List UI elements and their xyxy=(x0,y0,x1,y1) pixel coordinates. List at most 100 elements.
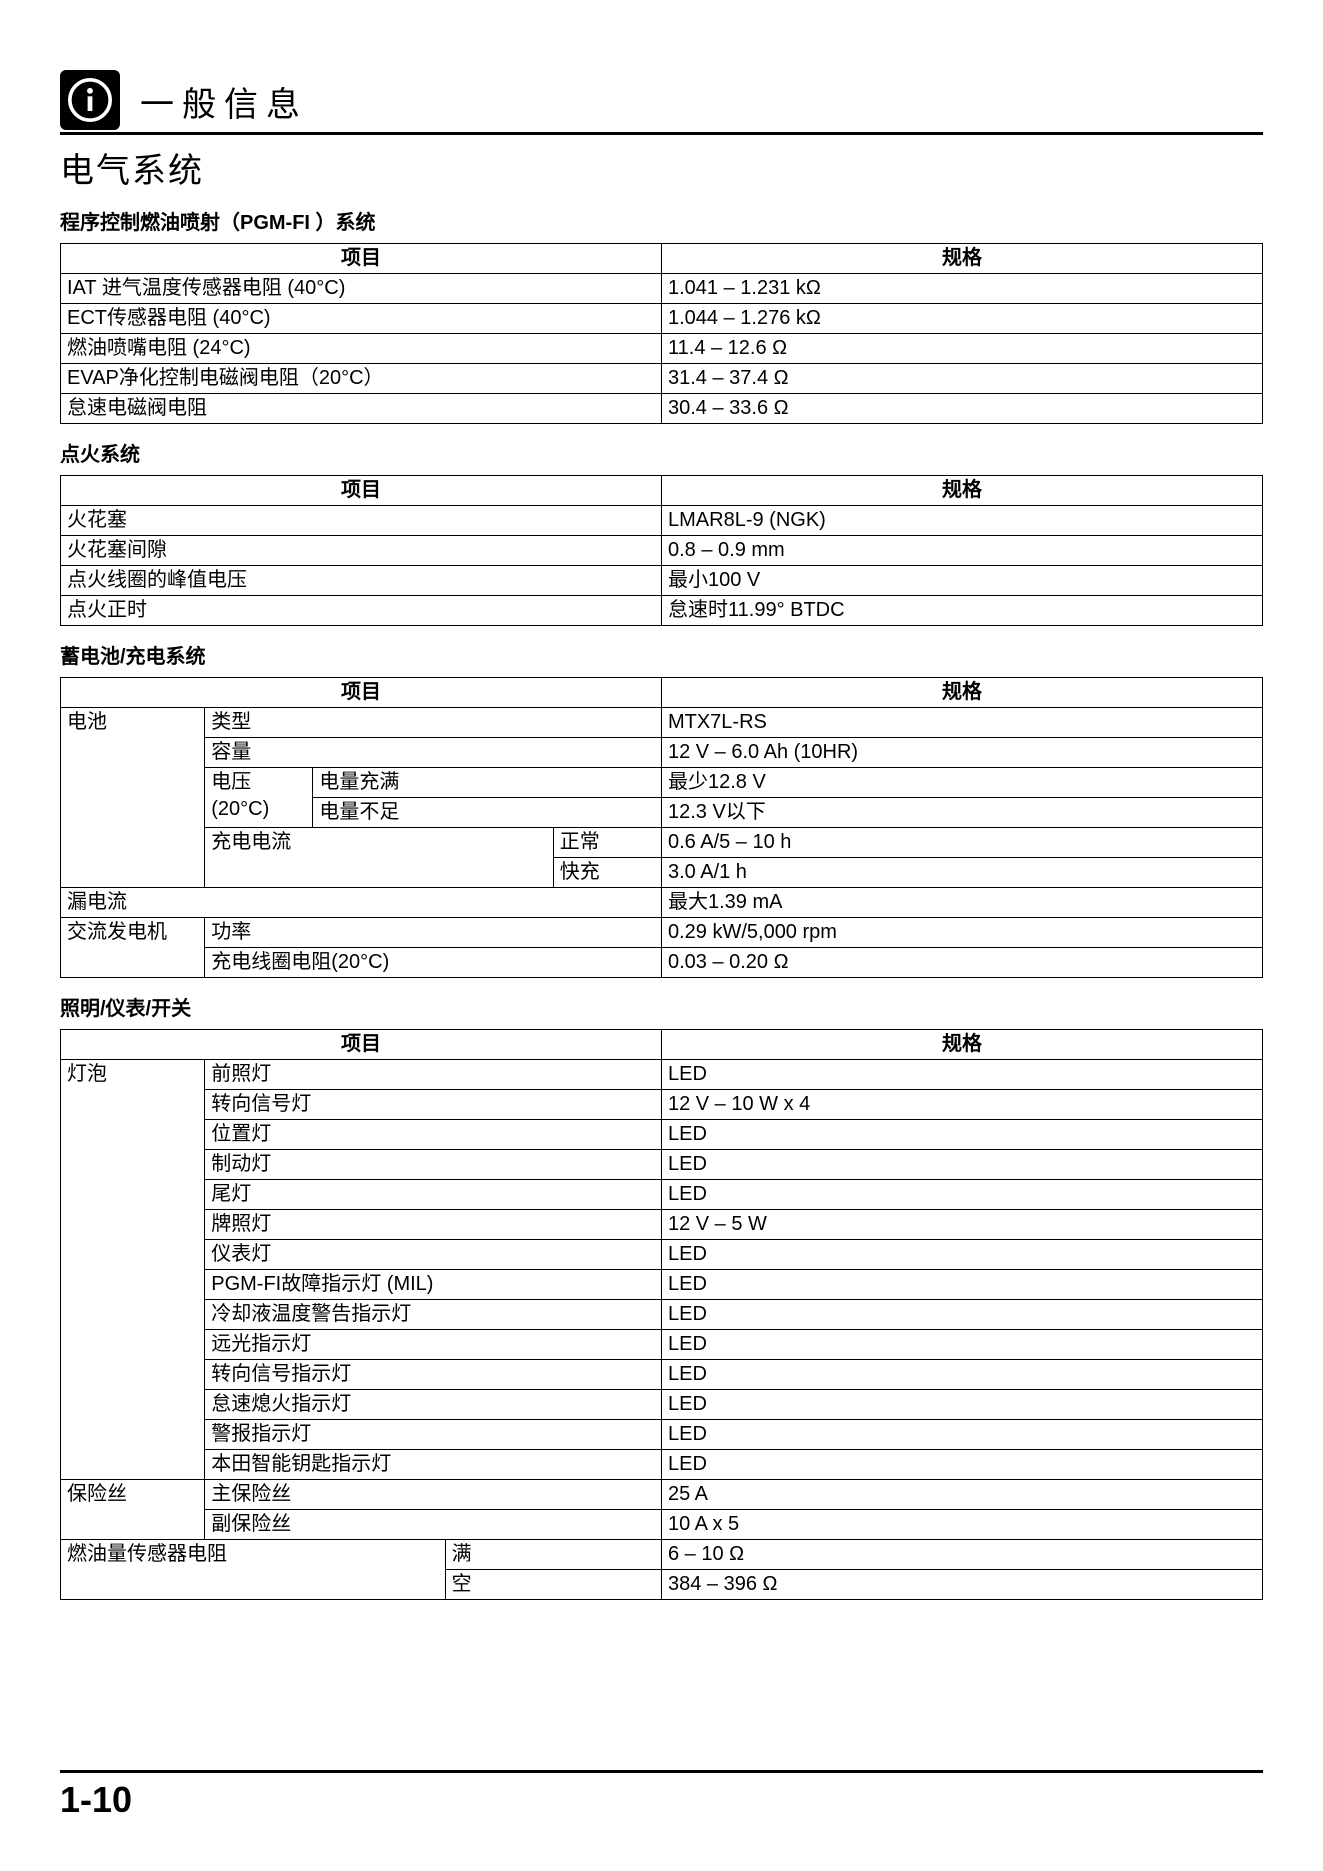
table-header-row: 项目 规格 xyxy=(61,476,1263,506)
item-cell: 怠速熄火指示灯 xyxy=(205,1390,662,1420)
item-cell: 电量不足 xyxy=(313,798,662,828)
spec-cell: LED xyxy=(661,1450,1262,1480)
table-row: IAT 进气温度传感器电阻 (40°C)1.041 – 1.231 kΩ xyxy=(61,274,1263,304)
page-number: 1-10 xyxy=(60,1779,1263,1821)
table-row: 燃油量传感器电阻 满 6 – 10 Ω xyxy=(61,1540,1263,1570)
col-spec-header: 规格 xyxy=(662,244,1263,274)
table-row: PGM-FI故障指示灯 (MIL)LED xyxy=(61,1270,1263,1300)
item-cell: 怠速电磁阀电阻 xyxy=(61,394,662,424)
table-row: 火花塞LMAR8L-9 (NGK) xyxy=(61,506,1263,536)
spec-cell: 11.4 – 12.6 Ω xyxy=(662,334,1263,364)
item-cell: 功率 xyxy=(205,918,662,948)
page-header: 一般信息 xyxy=(60,70,1263,135)
item-cell: 正常 xyxy=(553,828,661,858)
spec-cell: 12 V – 5 W xyxy=(661,1210,1262,1240)
spec-cell: 10 A x 5 xyxy=(661,1510,1262,1540)
table-header-row: 项目 规格 xyxy=(61,244,1263,274)
battery-label: 电池 xyxy=(61,708,205,888)
info-icon xyxy=(60,70,120,130)
item-cell: ECT传感器电阻 (40°C) xyxy=(61,304,662,334)
item-cell: 仪表灯 xyxy=(205,1240,662,1270)
item-cell: EVAP净化控制电磁阀电阻（20°C） xyxy=(61,364,662,394)
item-cell: 点火线圈的峰值电压 xyxy=(61,566,662,596)
item-cell: 火花塞 xyxy=(61,506,662,536)
item-cell: 位置灯 xyxy=(205,1120,662,1150)
spec-cell: 0.8 – 0.9 mm xyxy=(662,536,1263,566)
col-spec-header: 规格 xyxy=(661,1030,1262,1060)
ignition-title: 点火系统 xyxy=(60,438,1263,467)
table-row: 火花塞间隙0.8 – 0.9 mm xyxy=(61,536,1263,566)
spec-cell: LED xyxy=(661,1180,1262,1210)
item-cell: PGM-FI故障指示灯 (MIL) xyxy=(205,1270,662,1300)
fuel-sensor-label: 燃油量传感器电阻 xyxy=(61,1540,446,1600)
battery-table: 项目 规格 电池 类型 MTX7L-RS 容量 12 V – 6.0 Ah (1… xyxy=(60,677,1263,978)
item-cell: 空 xyxy=(445,1570,661,1600)
alternator-label: 交流发电机 xyxy=(61,918,205,978)
table-row: 怠速电磁阀电阻30.4 – 33.6 Ω xyxy=(61,394,1263,424)
item-cell: 本田智能钥匙指示灯 xyxy=(205,1450,662,1480)
spec-cell: LED xyxy=(661,1420,1262,1450)
spec-cell: 0.29 kW/5,000 rpm xyxy=(661,918,1262,948)
spec-cell: 3.0 A/1 h xyxy=(661,858,1262,888)
spec-cell: 25 A xyxy=(661,1480,1262,1510)
fuse-label: 保险丝 xyxy=(61,1480,205,1540)
item-cell: 副保险丝 xyxy=(205,1510,662,1540)
table-row: 电压(20°C) 电量充满 最少12.8 V xyxy=(61,768,1263,798)
table-row: 灯泡 前照灯 LED xyxy=(61,1060,1263,1090)
table-row: 尾灯LED xyxy=(61,1180,1263,1210)
table-row: 充电线圈电阻(20°C) 0.03 – 0.20 Ω xyxy=(61,948,1263,978)
table-row: 燃油喷嘴电阻 (24°C)11.4 – 12.6 Ω xyxy=(61,334,1263,364)
item-cell: 转向信号指示灯 xyxy=(205,1360,662,1390)
table-row: 点火线圈的峰值电压最小100 V xyxy=(61,566,1263,596)
spec-cell: LMAR8L-9 (NGK) xyxy=(662,506,1263,536)
spec-cell: MTX7L-RS xyxy=(661,708,1262,738)
spec-cell: LED xyxy=(661,1270,1262,1300)
chapter-title: 一般信息 xyxy=(140,77,308,130)
item-cell: 制动灯 xyxy=(205,1150,662,1180)
table-row: 仪表灯LED xyxy=(61,1240,1263,1270)
page-footer: 1-10 xyxy=(60,1770,1263,1821)
item-cell: 前照灯 xyxy=(205,1060,662,1090)
item-cell: 容量 xyxy=(205,738,662,768)
col-item-header: 项目 xyxy=(61,244,662,274)
spec-cell: 1.044 – 1.276 kΩ xyxy=(662,304,1263,334)
spec-cell: 6 – 10 Ω xyxy=(661,1540,1262,1570)
col-item-header: 项目 xyxy=(61,1030,662,1060)
charge-current-label: 充电电流 xyxy=(205,828,554,888)
col-item-header: 项目 xyxy=(61,678,662,708)
spec-cell: LED xyxy=(661,1390,1262,1420)
table-row: 保险丝 主保险丝 25 A xyxy=(61,1480,1263,1510)
battery-title: 蓄电池/充电系统 xyxy=(60,640,1263,669)
spec-cell: LED xyxy=(661,1330,1262,1360)
pgmfi-title: 程序控制燃油喷射（PGM-FI ）系统 xyxy=(60,206,1263,235)
table-row: 电池 类型 MTX7L-RS xyxy=(61,708,1263,738)
item-cell: 警报指示灯 xyxy=(205,1420,662,1450)
item-cell: 电量充满 xyxy=(313,768,662,798)
table-row: EVAP净化控制电磁阀电阻（20°C）31.4 – 37.4 Ω xyxy=(61,364,1263,394)
spec-cell: LED xyxy=(661,1060,1262,1090)
spec-cell: LED xyxy=(661,1300,1262,1330)
table-row: 充电电流 正常 0.6 A/5 – 10 h xyxy=(61,828,1263,858)
spec-cell: 12 V – 10 W x 4 xyxy=(661,1090,1262,1120)
item-cell: 快充 xyxy=(553,858,661,888)
item-cell: 漏电流 xyxy=(61,888,662,918)
spec-cell: 30.4 – 33.6 Ω xyxy=(662,394,1263,424)
item-cell: 主保险丝 xyxy=(205,1480,662,1510)
spec-cell: 最大1.39 mA xyxy=(661,888,1262,918)
table-row: 制动灯LED xyxy=(61,1150,1263,1180)
spec-cell: 怠速时11.99° BTDC xyxy=(662,596,1263,626)
spec-cell: 1.041 – 1.231 kΩ xyxy=(662,274,1263,304)
table-row: 警报指示灯LED xyxy=(61,1420,1263,1450)
spec-cell: 12 V – 6.0 Ah (10HR) xyxy=(661,738,1262,768)
item-cell: IAT 进气温度传感器电阻 (40°C) xyxy=(61,274,662,304)
table-row: 容量 12 V – 6.0 Ah (10HR) xyxy=(61,738,1263,768)
spec-cell: 0.03 – 0.20 Ω xyxy=(661,948,1262,978)
item-cell: 满 xyxy=(445,1540,661,1570)
table-row: ECT传感器电阻 (40°C)1.044 – 1.276 kΩ xyxy=(61,304,1263,334)
ignition-table: 项目 规格 火花塞LMAR8L-9 (NGK) 火花塞间隙0.8 – 0.9 m… xyxy=(60,475,1263,626)
table-row: 远光指示灯LED xyxy=(61,1330,1263,1360)
spec-cell: 最小100 V xyxy=(662,566,1263,596)
item-cell: 转向信号灯 xyxy=(205,1090,662,1120)
voltage-label: 电压(20°C) xyxy=(205,768,313,828)
table-row: 牌照灯12 V – 5 W xyxy=(61,1210,1263,1240)
